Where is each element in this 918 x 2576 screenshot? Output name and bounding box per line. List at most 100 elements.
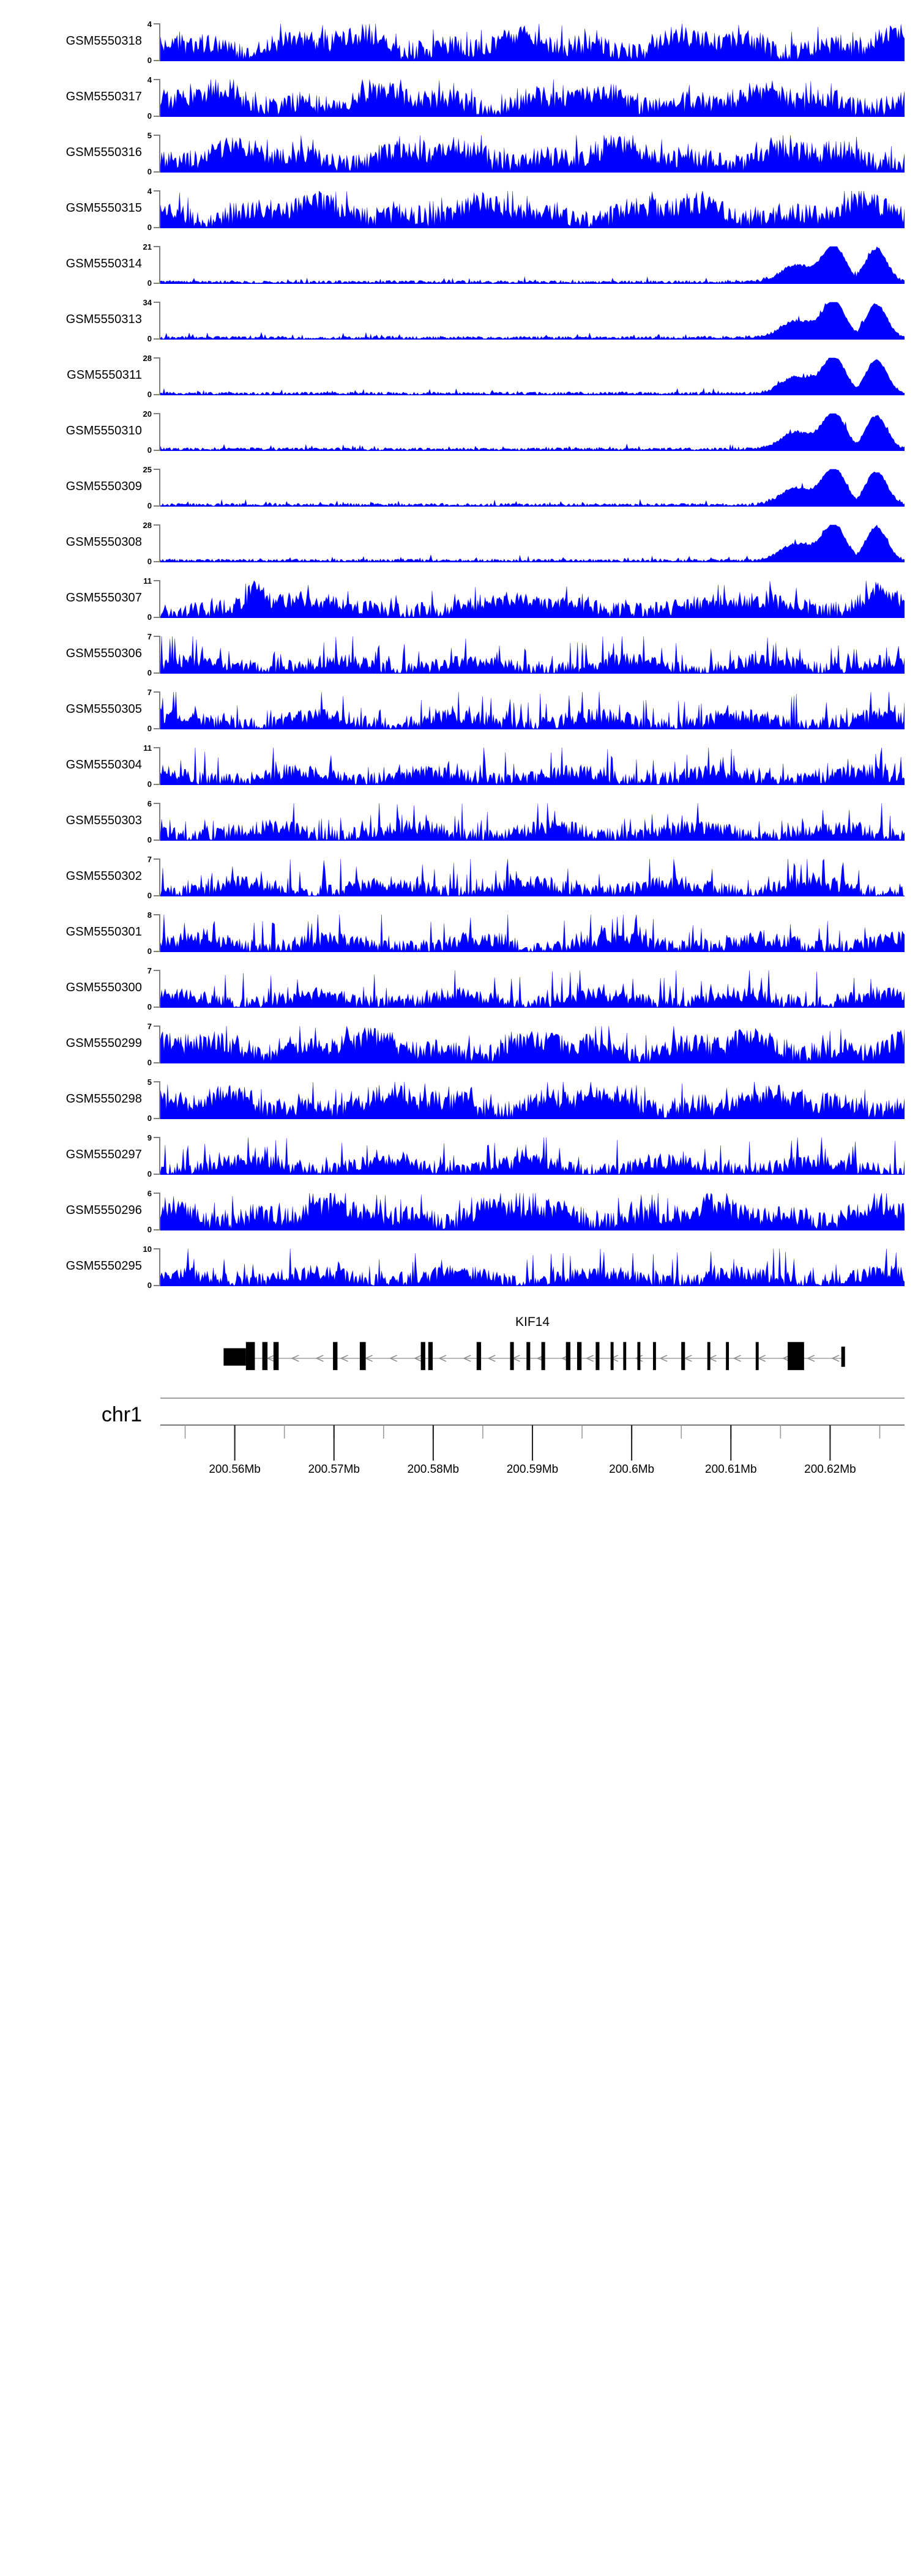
genome-axis-panel: chr1 200.56Mb 200.57Mb 200.58Mb 200.59Mb 200… (0, 1388, 918, 1486)
y-axis-tick-max (154, 691, 159, 693)
track-label-gsm5550316: GSM5550316 (65, 146, 142, 159)
coverage-histogram (160, 803, 905, 841)
track-label-gsm5550307: GSM5550307 (65, 591, 142, 605)
coverage-histogram (160, 524, 905, 562)
coverage-histogram (160, 691, 905, 729)
y-axis-max-label: 11 (143, 743, 152, 753)
coverage-track: GSM5550300 7 0 (0, 966, 918, 1011)
y-axis-max-label: 7 (147, 855, 152, 864)
coverage-histogram (160, 23, 905, 61)
y-axis-max-label: 25 (143, 465, 152, 474)
coverage-track: GSM5550296 6 0 (0, 1189, 918, 1234)
axis-tick-label: 200.59Mb (506, 1463, 559, 1476)
y-axis-spine (159, 23, 160, 61)
y-axis-max-label: 4 (147, 75, 152, 84)
y-axis-max-label: 6 (147, 1189, 152, 1198)
y-axis-spine (159, 803, 160, 841)
y-axis-tick-min (154, 394, 159, 395)
track-label-gsm5550300: GSM5550300 (65, 981, 142, 994)
y-axis-min-label: 0 (147, 557, 152, 566)
track-label-gsm5550311: GSM5550311 (67, 368, 142, 382)
y-axis-tick-min (154, 1285, 159, 1286)
coverage-histogram (160, 636, 905, 674)
y-axis-max-label: 7 (147, 966, 152, 975)
track-label-gsm5550308: GSM5550308 (65, 535, 142, 549)
y-axis-tick-max (154, 135, 159, 136)
y-axis-max-label: 21 (143, 242, 152, 251)
coverage-histogram (160, 357, 905, 395)
y-axis-spine (159, 914, 160, 952)
y-axis-tick-max (154, 914, 159, 915)
y-axis-spine (159, 79, 160, 117)
y-axis-max-label: 11 (143, 576, 152, 586)
y-axis-min-label: 0 (147, 111, 152, 121)
coverage-track: GSM5550318 4 0 (0, 20, 918, 64)
coverage-track: GSM5550311 28 0 (0, 354, 918, 398)
coverage-histogram (160, 970, 905, 1008)
y-axis-tick-min (154, 60, 159, 61)
y-axis-tick-max (154, 580, 159, 581)
track-y-axis: 28 0 (142, 354, 160, 398)
y-axis-tick-max (154, 302, 159, 303)
y-axis-spine (159, 1081, 160, 1119)
y-axis-tick-min (154, 1118, 159, 1119)
y-axis-spine (159, 190, 160, 228)
track-y-axis: 10 0 (142, 1245, 160, 1289)
y-axis-tick-max (154, 803, 159, 804)
y-axis-spine (159, 858, 160, 896)
gene-model-drawing (160, 1333, 905, 1371)
coverage-histogram (160, 1193, 905, 1230)
track-label-gsm5550299: GSM5550299 (65, 1037, 142, 1050)
y-axis-tick-max (154, 858, 159, 860)
coverage-histogram (160, 747, 905, 785)
track-label-gsm5550315: GSM5550315 (65, 201, 142, 215)
axis-tick-label: 200.56Mb (209, 1463, 261, 1476)
y-axis-tick-min (154, 171, 159, 173)
y-axis-tick-max (154, 23, 159, 24)
y-axis-max-label: 7 (147, 632, 152, 641)
y-axis-spine (159, 580, 160, 618)
y-axis-spine (159, 469, 160, 507)
y-axis-min-label: 0 (147, 1225, 152, 1234)
y-axis-spine (159, 970, 160, 1008)
y-axis-spine (159, 691, 160, 729)
track-y-axis: 11 0 (142, 576, 160, 622)
y-axis-spine (159, 135, 160, 173)
y-axis-spine (159, 636, 160, 674)
coverage-track: GSM5550299 7 0 (0, 1022, 918, 1067)
coverage-histogram (160, 135, 905, 173)
y-axis-max-label: 5 (147, 1078, 152, 1087)
track-label-gsm5550297: GSM5550297 (65, 1148, 142, 1161)
y-axis-tick-min (154, 283, 159, 284)
coverage-histogram (160, 190, 905, 228)
track-label-gsm5550309: GSM5550309 (65, 480, 142, 493)
track-label-gsm5550298: GSM5550298 (65, 1092, 142, 1106)
y-axis-spine (159, 1248, 160, 1286)
y-axis-tick-max (154, 1026, 159, 1027)
y-axis-min-label: 0 (147, 724, 152, 733)
y-axis-spine (159, 1193, 160, 1230)
axis-tick-label: 200.6Mb (609, 1463, 655, 1476)
y-axis-tick-min (154, 728, 159, 729)
y-axis-tick-min (154, 338, 159, 340)
track-y-axis: 21 0 (142, 242, 160, 287)
y-axis-min-label: 0 (147, 612, 152, 622)
coverage-track: GSM5550315 4 0 (0, 187, 918, 231)
y-axis-max-label: 6 (147, 799, 152, 808)
coverage-track: GSM5550308 28 0 (0, 521, 918, 566)
y-axis-max-label: 7 (147, 688, 152, 697)
track-label-gsm5550314: GSM5550314 (65, 257, 142, 270)
coverage-histogram (160, 580, 905, 618)
y-axis-min-label: 0 (147, 891, 152, 900)
coverage-track: GSM5550295 10 0 (0, 1245, 918, 1289)
y-axis-max-label: 34 (143, 298, 152, 307)
track-label-gsm5550317: GSM5550317 (65, 90, 142, 103)
y-axis-min-label: 0 (147, 334, 152, 343)
y-axis-min-label: 0 (147, 1169, 152, 1178)
y-axis-tick-max (154, 970, 159, 971)
y-axis-min-label: 0 (147, 501, 152, 510)
